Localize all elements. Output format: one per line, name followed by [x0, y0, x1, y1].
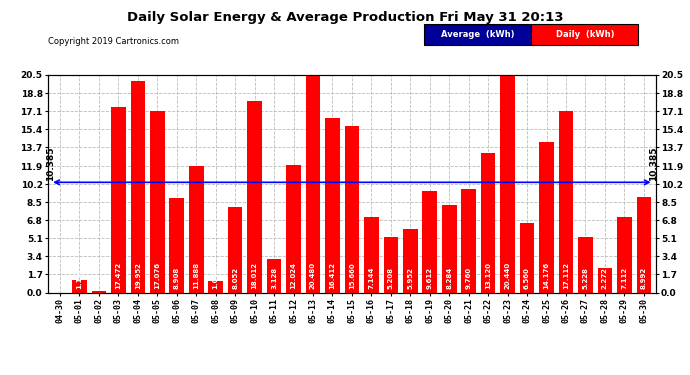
Bar [189, 166, 204, 292]
Text: 17.076: 17.076 [155, 262, 160, 290]
Bar [539, 142, 554, 292]
Bar [559, 111, 573, 292]
Text: Daily  (kWh): Daily (kWh) [555, 30, 614, 39]
Text: 17.112: 17.112 [563, 262, 569, 290]
Bar [247, 101, 262, 292]
Text: 5.228: 5.228 [582, 267, 589, 290]
Text: 3.128: 3.128 [271, 267, 277, 290]
Bar [637, 197, 651, 292]
Bar [286, 165, 301, 292]
Bar [306, 75, 320, 292]
Bar [228, 207, 242, 292]
Text: 1.132: 1.132 [77, 267, 82, 290]
Text: Average  (kWh): Average (kWh) [441, 30, 515, 39]
Text: 8.284: 8.284 [446, 267, 452, 290]
Text: 20.440: 20.440 [504, 262, 511, 290]
Text: 19.952: 19.952 [135, 262, 141, 290]
Bar [422, 190, 437, 292]
Bar [344, 126, 359, 292]
Text: 12.024: 12.024 [290, 262, 297, 290]
Bar [578, 237, 593, 292]
Text: 2.272: 2.272 [602, 267, 608, 290]
Bar [208, 281, 223, 292]
Bar [617, 217, 631, 292]
Bar [442, 205, 457, 292]
Bar [384, 237, 398, 292]
Text: Copyright 2019 Cartronics.com: Copyright 2019 Cartronics.com [48, 38, 179, 46]
Bar [481, 153, 495, 292]
Text: 1.044: 1.044 [213, 267, 219, 290]
Text: 9.760: 9.760 [466, 267, 472, 290]
Text: 9.612: 9.612 [426, 267, 433, 290]
Bar [130, 81, 145, 292]
Text: 10.385: 10.385 [649, 146, 658, 181]
Text: 11.888: 11.888 [193, 262, 199, 290]
Bar [72, 280, 87, 292]
Bar [325, 118, 339, 292]
Bar [170, 198, 184, 292]
Text: 20.480: 20.480 [310, 262, 316, 290]
Text: 6.560: 6.560 [524, 267, 530, 290]
Bar [267, 260, 282, 292]
Text: 7.144: 7.144 [368, 267, 375, 290]
Text: 18.012: 18.012 [252, 262, 257, 290]
Bar [364, 217, 379, 292]
Bar [92, 291, 106, 292]
Text: Daily Solar Energy & Average Production Fri May 31 20:13: Daily Solar Energy & Average Production … [127, 11, 563, 24]
Text: 15.660: 15.660 [349, 262, 355, 290]
Text: 5.208: 5.208 [388, 267, 394, 290]
Bar [111, 107, 126, 292]
Text: 8.908: 8.908 [174, 267, 180, 290]
Text: 8.052: 8.052 [232, 267, 238, 290]
Text: 5.952: 5.952 [407, 267, 413, 290]
Text: 10.385: 10.385 [46, 146, 55, 181]
Bar [403, 230, 417, 292]
Text: 16.412: 16.412 [329, 262, 335, 290]
Bar [520, 223, 534, 292]
Bar [500, 76, 515, 292]
Bar [150, 111, 165, 292]
Text: 8.992: 8.992 [641, 267, 647, 290]
Bar [462, 189, 476, 292]
Text: 17.472: 17.472 [115, 262, 121, 290]
Text: 13.120: 13.120 [485, 262, 491, 290]
Text: 14.176: 14.176 [544, 262, 549, 290]
Bar [598, 268, 612, 292]
Text: 7.112: 7.112 [622, 267, 627, 290]
